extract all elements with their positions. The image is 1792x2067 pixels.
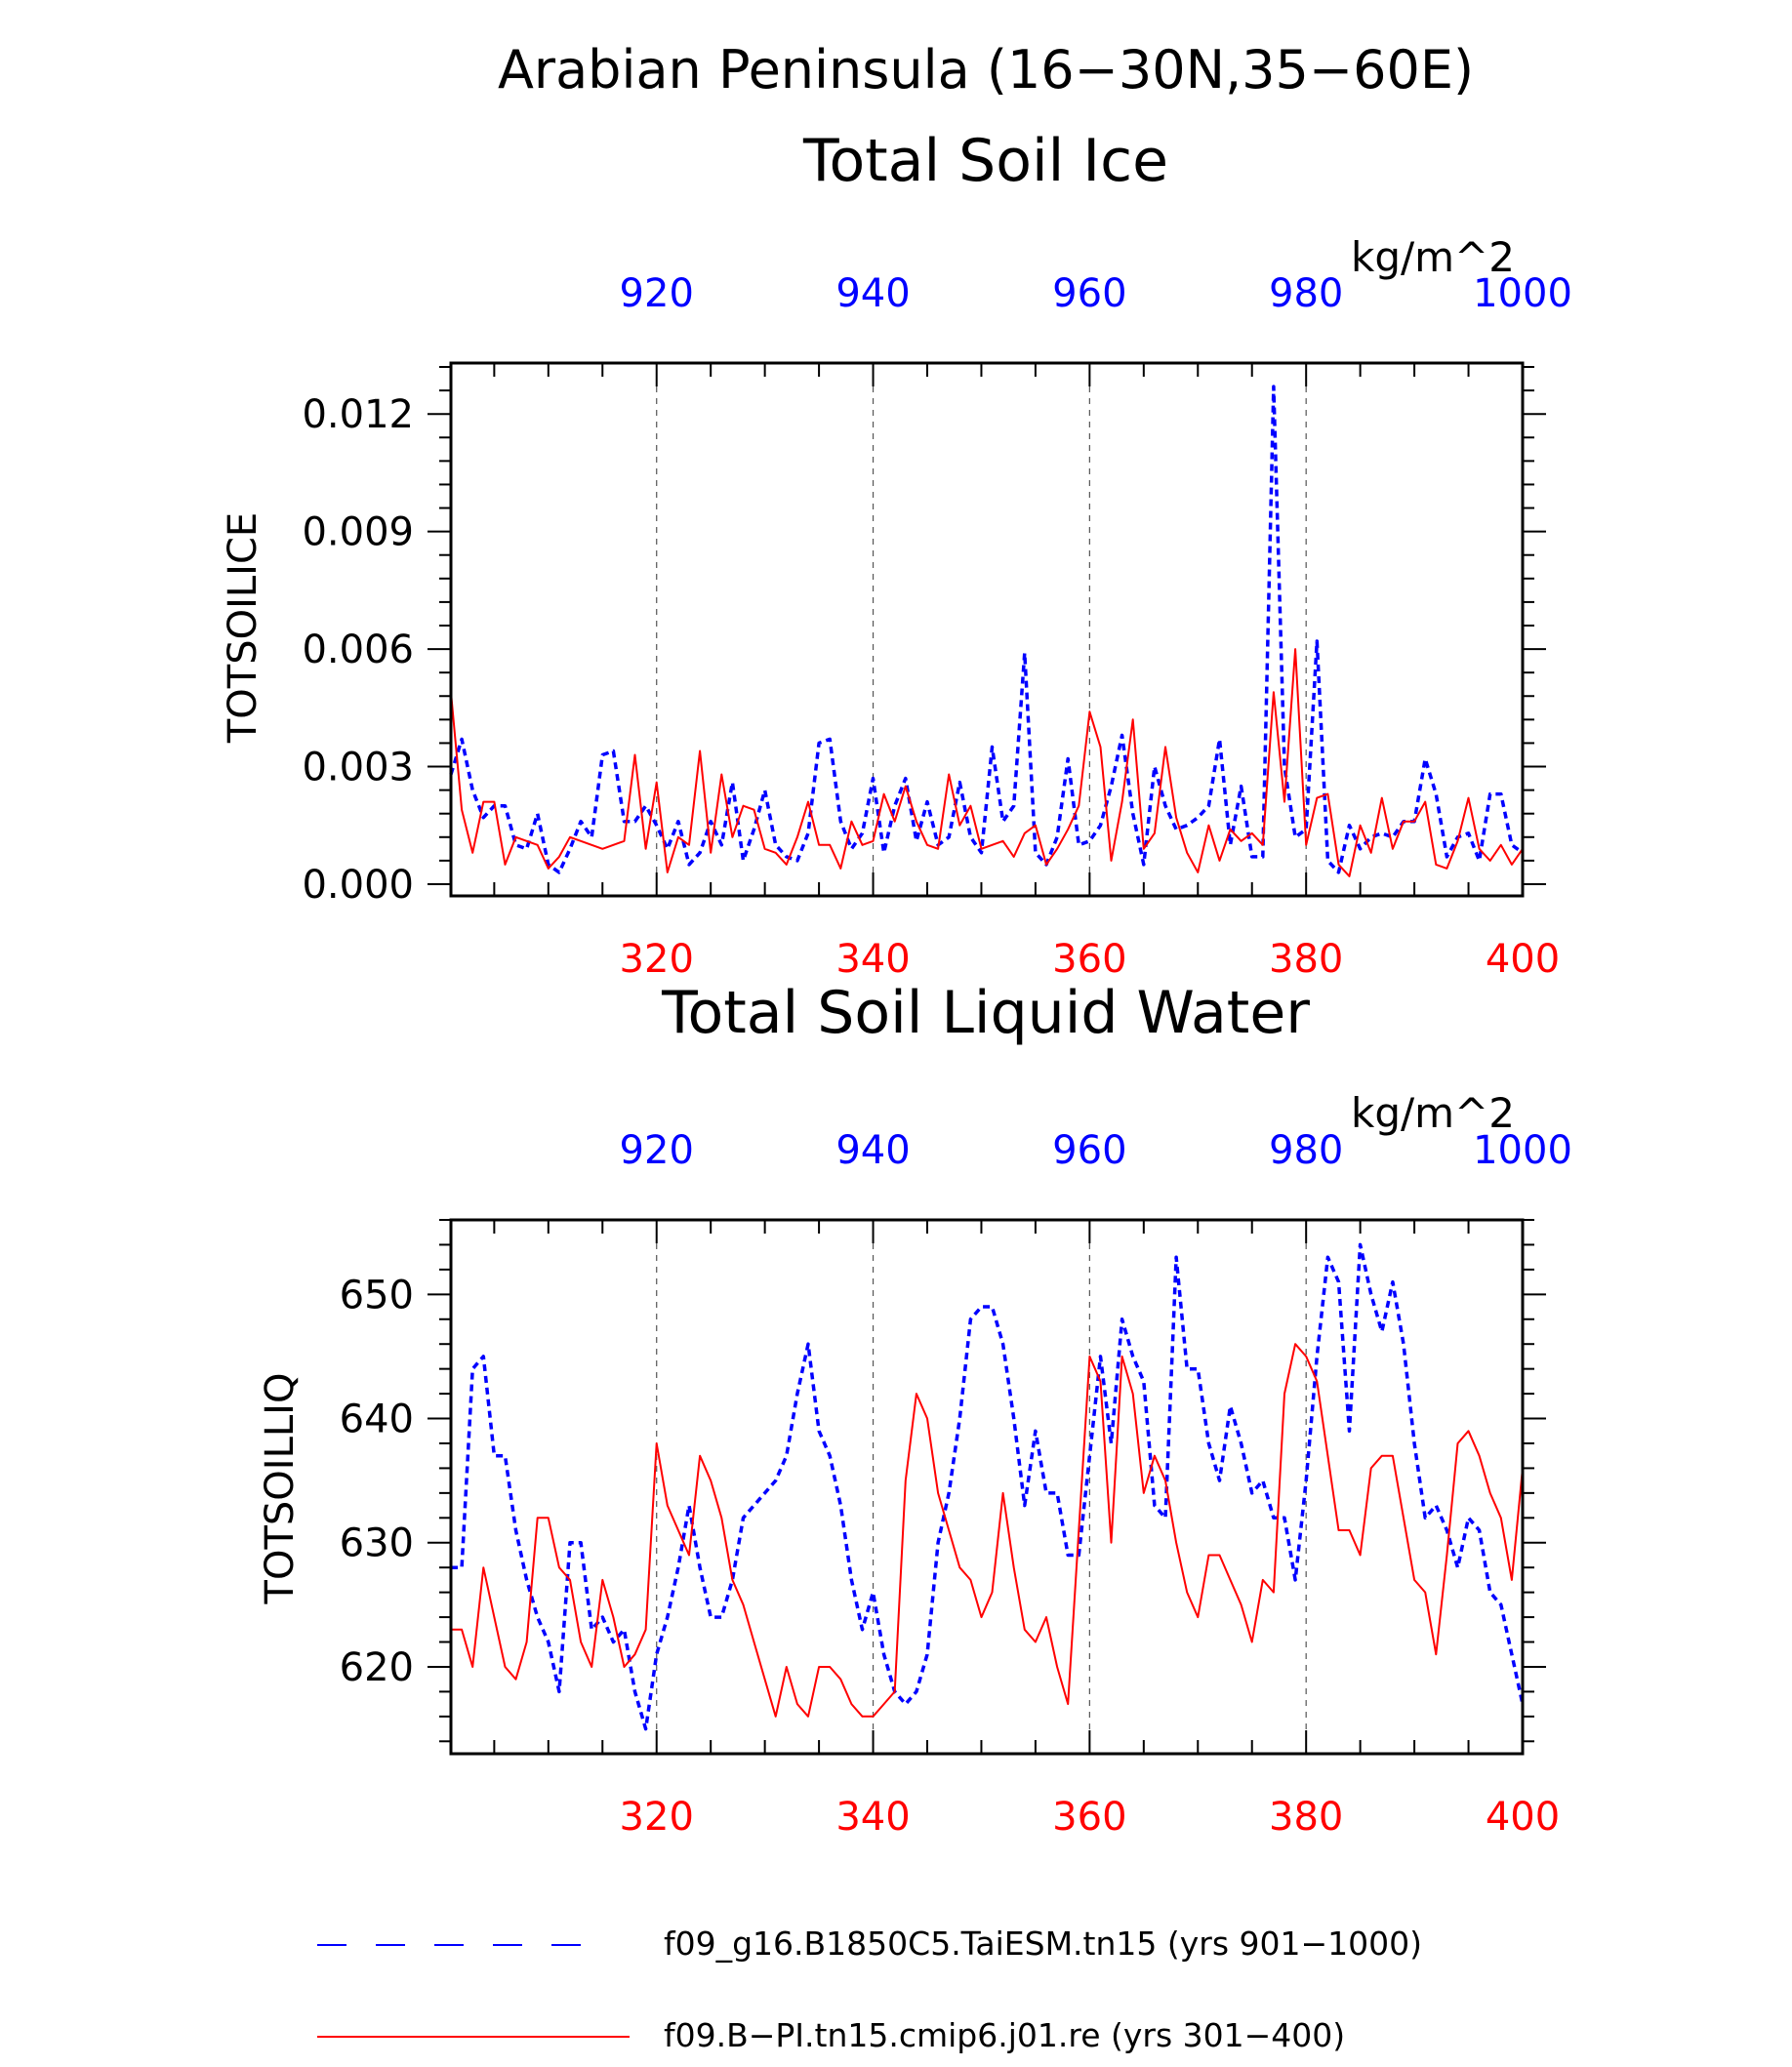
panel-title-soil-ice: Total Soil Ice [802, 127, 1168, 195]
y-tick-label: 650 [340, 1273, 414, 1317]
ylabel-soil-ice: TOTSOILICE [221, 512, 265, 744]
panel-total-soil-liquid-water: Total Soil Liquid Water kg/m^2 TOTSOILLI… [258, 979, 1572, 1840]
y-tick-label: 0.006 [302, 628, 414, 672]
y-tick-label: 0.012 [302, 392, 414, 437]
x-tick-label-bottom: 380 [1269, 1795, 1343, 1840]
x-tick-label-bottom: 360 [1052, 937, 1126, 982]
x-tick-label-bottom: 360 [1052, 1795, 1126, 1840]
x-tick-label-top: 1000 [1473, 1128, 1572, 1173]
panel-title-soil-liquid: Total Soil Liquid Water [661, 979, 1310, 1047]
x-tick-label-bottom: 320 [620, 1795, 694, 1840]
x-tick-label-top: 940 [835, 271, 910, 316]
panel-total-soil-ice: Total Soil Ice kg/m^2 TOTSOILICE 0.000 0.… [221, 127, 1572, 982]
ylabel-soil-liquid: TOTSOILLIQ [258, 1373, 303, 1605]
x-tick-label-top: 920 [620, 271, 694, 316]
y-tick-label: 0.003 [302, 746, 414, 790]
x-tick-label-bottom: 380 [1269, 937, 1343, 982]
units-label-soil-ice: kg/m^2 [1351, 233, 1515, 281]
plot-frame [449, 361, 1525, 898]
legend-label-cmip6: f09.B−PI.tn15.cmip6.j01.re (yrs 301−400) [664, 2016, 1345, 2054]
y-tick-label: 0.000 [302, 863, 414, 908]
x-tick-label-top: 980 [1269, 1128, 1343, 1173]
legend-label-taiesm: f09_g16.B1850C5.TaiESM.tn15 (yrs 901−100… [664, 1925, 1422, 1963]
plot-frame [449, 1218, 1525, 1756]
x-tick-label-bottom: 400 [1486, 1795, 1560, 1840]
series-line-cmip6 [451, 1343, 1524, 1718]
y-tick-label: 640 [340, 1398, 414, 1442]
x-tick-label-top: 960 [1052, 1128, 1126, 1173]
series-line-cmip6 [450, 648, 1524, 877]
y-tick-label: 620 [340, 1645, 414, 1690]
series-line-taiesm [449, 385, 1525, 874]
legend: f09_g16.B1850C5.TaiESM.tn15 (yrs 901−100… [317, 1925, 1422, 2054]
x-tick-label-bottom: 340 [835, 1795, 910, 1840]
units-label-soil-liquid: kg/m^2 [1351, 1089, 1515, 1137]
x-tick-label-top: 1000 [1473, 271, 1572, 316]
x-tick-label-top: 960 [1052, 271, 1126, 316]
y-tick-label: 630 [340, 1521, 414, 1566]
x-tick-label-top: 980 [1269, 271, 1343, 316]
series-line-taiesm [451, 1242, 1525, 1731]
x-tick-label-bottom: 400 [1486, 937, 1560, 982]
x-tick-label-top: 920 [620, 1128, 694, 1173]
y-tick-label: 0.009 [302, 510, 414, 555]
x-tick-label-bottom: 320 [620, 937, 694, 982]
figure-title: Arabian Peninsula (16−30N,35−60E) [498, 39, 1474, 101]
x-tick-label-top: 940 [835, 1128, 910, 1173]
x-tick-label-bottom: 340 [835, 937, 910, 982]
